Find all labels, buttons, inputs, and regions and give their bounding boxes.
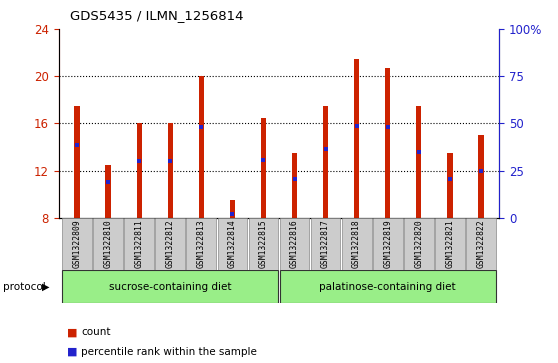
Bar: [248, 218, 278, 270]
Bar: [404, 218, 434, 270]
Text: GSM1322809: GSM1322809: [73, 220, 81, 269]
Bar: [124, 218, 154, 270]
Bar: [354, 58, 359, 218]
Text: GSM1322820: GSM1322820: [414, 220, 423, 269]
Text: percentile rank within the sample: percentile rank within the sample: [81, 347, 257, 357]
Bar: [323, 106, 328, 218]
Bar: [478, 135, 484, 218]
Bar: [230, 200, 235, 218]
Text: sucrose-containing diet: sucrose-containing diet: [109, 282, 232, 292]
Text: GDS5435 / ILMN_1256814: GDS5435 / ILMN_1256814: [70, 9, 243, 22]
Bar: [466, 218, 496, 270]
Text: GSM1322813: GSM1322813: [197, 220, 206, 269]
Text: GSM1322822: GSM1322822: [477, 220, 485, 269]
Text: GSM1322810: GSM1322810: [104, 220, 113, 269]
Bar: [261, 118, 266, 218]
Text: GSM1322821: GSM1322821: [445, 220, 454, 269]
Text: GSM1322818: GSM1322818: [352, 220, 361, 269]
Bar: [156, 218, 185, 270]
Bar: [137, 123, 142, 218]
Text: ■: ■: [67, 327, 78, 337]
Bar: [218, 218, 247, 270]
Bar: [341, 218, 372, 270]
Bar: [292, 153, 297, 218]
Text: GSM1322816: GSM1322816: [290, 220, 299, 269]
Text: ▶: ▶: [42, 282, 49, 292]
Bar: [280, 270, 496, 303]
Text: count: count: [81, 327, 110, 337]
Text: GSM1322819: GSM1322819: [383, 220, 392, 269]
Bar: [74, 106, 80, 218]
Bar: [167, 123, 173, 218]
Text: palatinose-containing diet: palatinose-containing diet: [319, 282, 456, 292]
Text: GSM1322814: GSM1322814: [228, 220, 237, 269]
Bar: [62, 270, 278, 303]
Bar: [186, 218, 217, 270]
Bar: [447, 153, 453, 218]
Bar: [311, 218, 340, 270]
Text: GSM1322815: GSM1322815: [259, 220, 268, 269]
Text: ■: ■: [67, 347, 78, 357]
Bar: [105, 165, 111, 218]
Bar: [62, 218, 92, 270]
Text: GSM1322812: GSM1322812: [166, 220, 175, 269]
Text: GSM1322811: GSM1322811: [135, 220, 144, 269]
Bar: [416, 106, 421, 218]
Bar: [435, 218, 465, 270]
Bar: [280, 218, 310, 270]
Bar: [373, 218, 402, 270]
Text: protocol: protocol: [3, 282, 46, 292]
Text: GSM1322817: GSM1322817: [321, 220, 330, 269]
Bar: [385, 68, 391, 218]
Bar: [93, 218, 123, 270]
Bar: [199, 76, 204, 218]
